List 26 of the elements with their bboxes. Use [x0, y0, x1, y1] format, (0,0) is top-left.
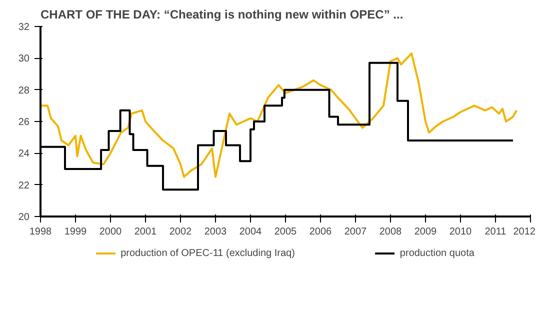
x-tick-label: 2010 [449, 226, 472, 238]
legend-label: production quota [400, 247, 474, 259]
y-tick-label: 24 [18, 148, 30, 160]
y-tick-label: 22 [18, 180, 30, 192]
y-tick-label: 32 [18, 22, 30, 33]
legend-label: production of OPEC-11 (excluding Iraq) [120, 247, 295, 259]
x-tick-label: 2008 [379, 226, 402, 238]
x-tick-label: 2003 [204, 226, 228, 238]
x-tick-label: 2011 [484, 226, 507, 238]
x-tick-label: 2000 [99, 226, 122, 238]
y-tick-label: 30 [18, 54, 30, 65]
x-tick-label: 2012 [513, 226, 536, 238]
x-tick-label: 2001 [134, 226, 158, 238]
y-tick-label: 28 [18, 85, 30, 96]
x-tick-label: 2004 [239, 226, 262, 238]
x-tick-label: 2007 [344, 226, 368, 238]
y-tick-label: 26 [18, 117, 30, 128]
x-tick-label: 1998 [29, 226, 52, 238]
line-series [40, 52, 518, 178]
x-tick-label: 1999 [64, 226, 88, 238]
chart-title: CHART OF THE DAY: “Cheating is nothing new within OPEC” ... [40, 8, 404, 22]
x-tick-label: 2005 [274, 226, 298, 238]
x-tick-label: 2002 [169, 226, 192, 238]
x-tick-label: 2009 [414, 226, 438, 238]
y-tick-label: 20 [18, 212, 30, 223]
x-tick-label: 2006 [309, 226, 332, 238]
